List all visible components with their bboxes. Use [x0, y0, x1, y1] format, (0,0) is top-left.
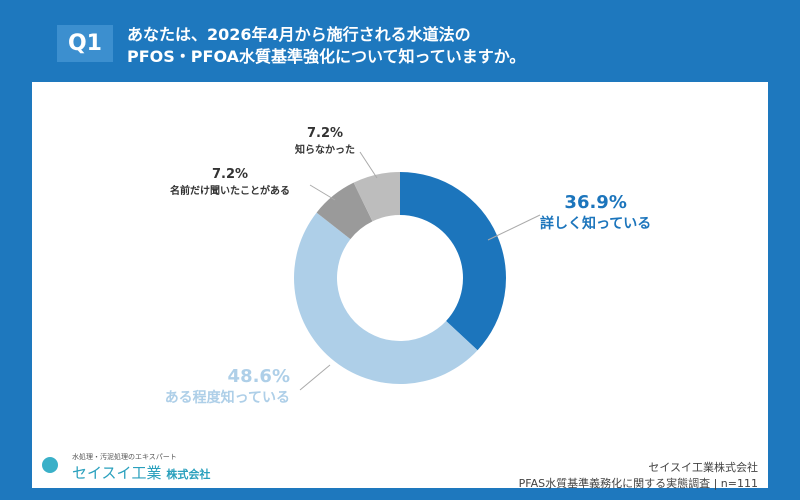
- leader-line-2: [309, 184, 336, 201]
- leader-line-0: [487, 214, 541, 241]
- title-line-2: PFOS・PFOA水質基準強化について知っていますか。: [127, 47, 526, 66]
- value-label: 36.9%: [564, 192, 627, 213]
- logo-name: セイスイ工業: [72, 464, 162, 482]
- donut-slice-2: [316, 182, 373, 240]
- chart-panel: [32, 82, 768, 488]
- question-title: あなたは、2026年4月から施行される水道法の PFOS・PFOA水質基準強化に…: [127, 24, 525, 68]
- category-label: ある程度知っている: [164, 390, 290, 406]
- logo-tagline: 水処理・汚泥処理のエキスパート: [72, 453, 177, 461]
- footer-info: セイスイ工業株式会社 PFAS水質基準義務化に関する実態調査 | n=111: [519, 460, 758, 492]
- value-label: 48.6%: [227, 366, 290, 387]
- category-label: 詳しく知っている: [540, 216, 652, 232]
- label-detailed: 36.9% 詳しく知っている: [540, 192, 651, 233]
- value-label: 7.2%: [306, 126, 344, 141]
- footer-survey: PFAS水質基準義務化に関する実態調査 | n=111: [518, 477, 758, 490]
- logo-icon: [42, 457, 58, 473]
- label-unaware: 7.2% 知らなかった: [270, 126, 380, 156]
- category-label: 知らなかった: [295, 145, 355, 156]
- leader-line-3: [359, 151, 378, 179]
- question-number: Q1: [57, 25, 113, 62]
- value-label: 7.2%: [211, 167, 249, 182]
- category-label: 名前だけ聞いたことがある: [170, 186, 290, 197]
- logo-suffix: 株式会社: [166, 468, 211, 481]
- donut-slice-3: [353, 172, 400, 222]
- donut-slice-1: [293, 212, 478, 385]
- donut-slice-0: [400, 172, 506, 351]
- title-line-1: あなたは、2026年4月から施行される水道法の: [127, 25, 471, 44]
- label-somewhat: 48.6% ある程度知っている: [150, 366, 290, 407]
- footer-company: セイスイ工業株式会社: [648, 461, 758, 474]
- leader-line-1: [299, 364, 331, 391]
- label-name-only: 7.2% 名前だけ聞いたことがある: [130, 167, 330, 197]
